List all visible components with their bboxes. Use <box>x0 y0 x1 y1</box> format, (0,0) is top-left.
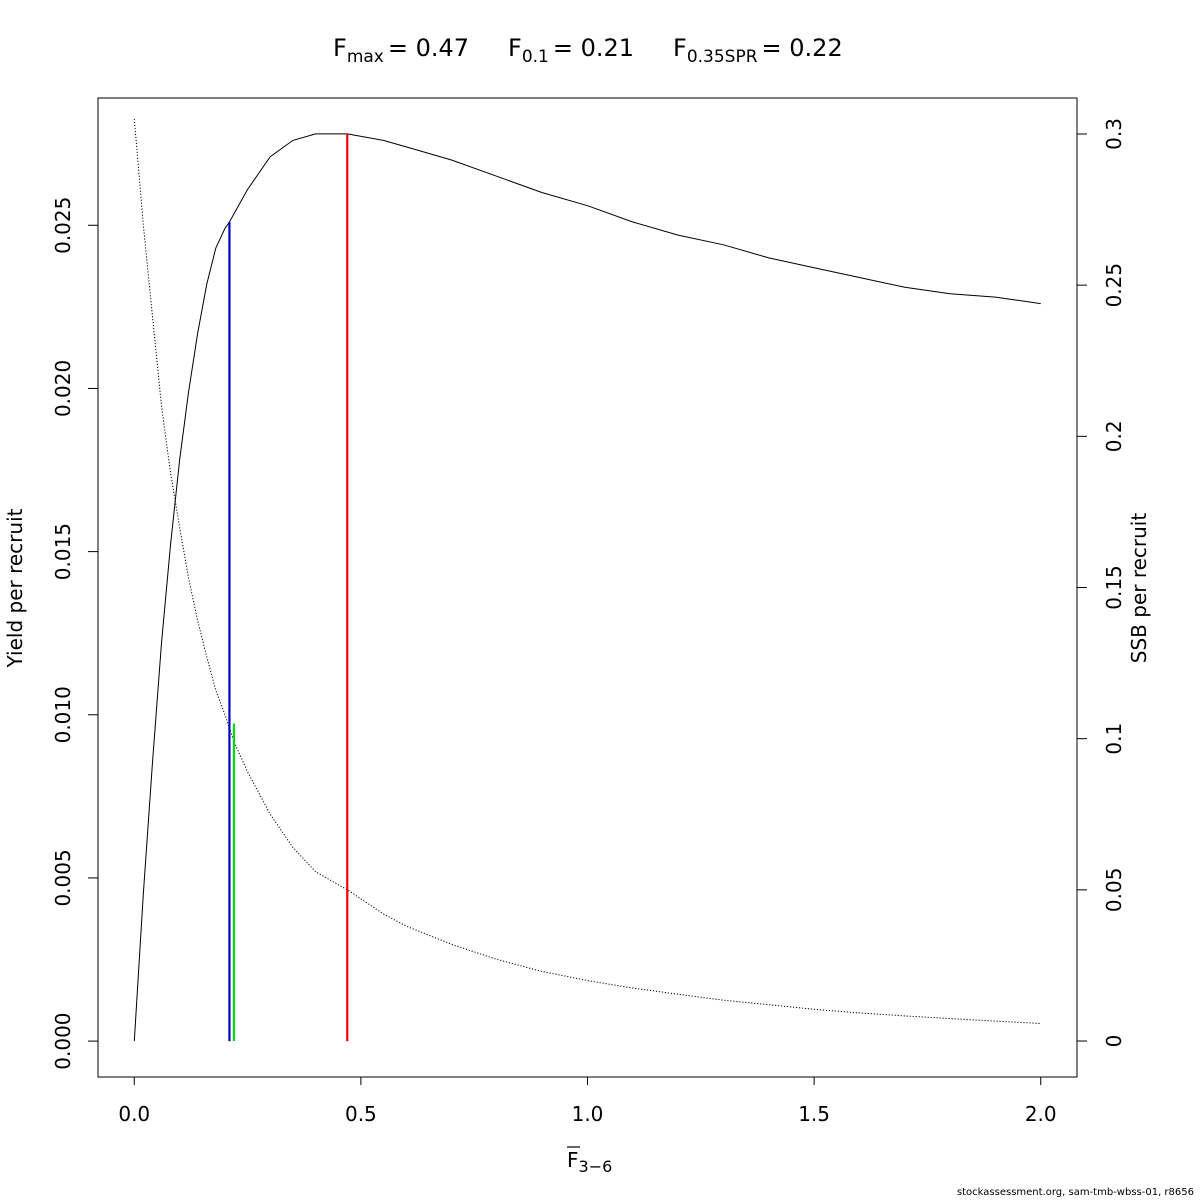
y-left-tick-label: 0.015 <box>51 523 75 580</box>
y-axis-right-title: SSB per recruit <box>1127 513 1151 664</box>
yield-per-recruit-line <box>133 133 1041 1042</box>
x-axis: 0.0 0.5 1.0 1.5 2.0 <box>118 1076 1057 1126</box>
chart-title: Fmax = 0.47 F0.1 = 0.21 F0.35SPR = 0.22 <box>333 34 843 67</box>
series-layer <box>133 118 1041 1042</box>
reference-lines <box>228 133 349 1042</box>
y-right-tick-label: 0.05 <box>1102 868 1126 913</box>
x-tick-label: 1.0 <box>572 1102 604 1126</box>
x-axis-title-text: F3−6 <box>567 1148 612 1176</box>
y-right-tick-label: 0 <box>1102 1035 1126 1048</box>
x-tick-label: 0.0 <box>118 1102 150 1126</box>
y-left-tick-label: 0.000 <box>51 1012 75 1069</box>
x-tick-label: 0.5 <box>345 1102 377 1126</box>
x-tick-label: 2.0 <box>1025 1102 1057 1126</box>
y-axis-left: 0.000 0.005 0.010 0.015 0.020 0.025 <box>51 197 99 1070</box>
plot-frame <box>97 97 1078 1078</box>
y-right-tick-label: 0.25 <box>1102 263 1126 308</box>
x-tick-label: 1.5 <box>798 1102 830 1126</box>
y-axis-left-title: Yield per recruit <box>3 508 27 668</box>
footer-credit: stockassessment.org, sam-tmb-wbss-01, r8… <box>956 1187 1194 1198</box>
y-right-tick-label: 0.3 <box>1102 118 1126 150</box>
title-fmax: Fmax = 0.47 <box>333 34 469 67</box>
y-right-tick-label: 0.2 <box>1102 420 1126 452</box>
title-fspr: F0.35SPR = 0.22 <box>673 34 843 67</box>
y-left-tick-label: 0.010 <box>51 686 75 743</box>
x-axis-title: F3−6 <box>567 1146 612 1176</box>
y-left-tick-label: 0.025 <box>51 197 75 254</box>
title-f01: F0.1 = 0.21 <box>508 34 634 67</box>
y-left-tick-label: 0.005 <box>51 849 75 906</box>
y-left-tick-label: 0.020 <box>51 360 75 417</box>
y-axis-right: 0 0.05 0.1 0.15 0.2 0.25 0.3 <box>1076 118 1126 1048</box>
y-right-tick-label: 0.1 <box>1102 723 1126 755</box>
ssb-per-recruit-line <box>133 118 1041 1024</box>
y-right-tick-label: 0.15 <box>1102 565 1126 610</box>
